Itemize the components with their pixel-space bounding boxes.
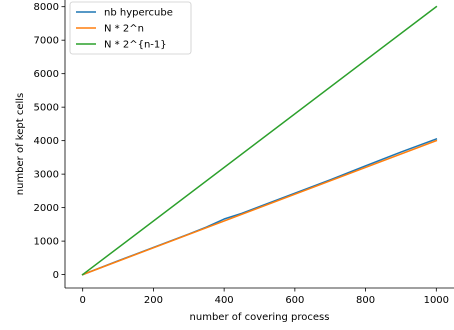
y-tick-label-7: 7000 — [34, 36, 59, 47]
legend: nb hypercube N * 2^n N * 2^{n-1} — [69, 1, 192, 55]
y-tick-label-1: 1000 — [34, 237, 59, 248]
y-tick-label-6: 6000 — [34, 69, 59, 80]
y-axis-label: number of kept cells — [15, 93, 26, 195]
legend-label-1: N * 2^n — [104, 24, 144, 35]
x-tick-label-2: 400 — [215, 295, 234, 306]
legend-label-0: nb hypercube — [104, 8, 173, 19]
y-tick-label-0: 0 — [53, 270, 59, 281]
x-tick-label-0: 0 — [79, 295, 85, 306]
y-tick-label-8: 8000 — [34, 2, 59, 13]
y-tick-label-5: 5000 — [34, 103, 59, 114]
plot-area — [81, 5, 438, 276]
y-tick-label-2: 2000 — [34, 203, 59, 214]
legend-frame — [69, 1, 192, 55]
x-axis-label: number of covering process — [190, 312, 330, 323]
series-line-2 — [81, 5, 438, 276]
x-tick-label-3: 600 — [285, 295, 304, 306]
y-tick-label-3: 3000 — [34, 170, 59, 181]
x-tick-label-1: 200 — [144, 295, 163, 306]
x-tick-label-5: 1000 — [424, 295, 449, 306]
y-tick-label-4: 4000 — [34, 136, 59, 147]
x-tick-label-4: 800 — [356, 295, 375, 306]
axes: 0 200 400 600 800 1000 0 1000 2000 3000 4000 5000 60… — [34, 0, 454, 306]
series-line-1 — [81, 139, 438, 276]
legend-label-2: N * 2^{n-1} — [104, 40, 167, 51]
